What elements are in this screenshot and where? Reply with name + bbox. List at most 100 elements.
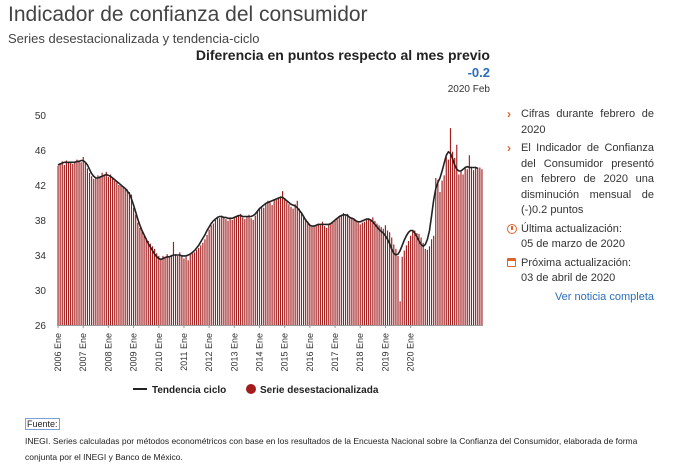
bar: [154, 248, 156, 325]
bar: [456, 144, 458, 325]
y-tick-label: 34: [35, 251, 47, 262]
bar: [399, 301, 401, 325]
bar: [441, 180, 443, 325]
bar: [282, 191, 284, 325]
bar: [334, 220, 336, 325]
bar: [410, 235, 412, 325]
bar: [393, 244, 395, 325]
bar: [424, 248, 426, 325]
bar: [93, 178, 95, 325]
bar: [300, 212, 303, 325]
bar: [397, 255, 399, 325]
bar: [389, 232, 391, 325]
bar: [235, 216, 238, 325]
info-item-figures-text: Cifras durante febrero de 2020: [521, 108, 654, 136]
x-tick-label: 2020 Ene: [406, 333, 416, 372]
bar: [395, 248, 397, 325]
x-tick-label: 2009 Ene: [129, 333, 139, 372]
bar: [219, 218, 221, 325]
bar: [391, 237, 393, 325]
source-label[interactable]: Fuente:: [25, 418, 60, 430]
bar: [454, 157, 456, 325]
x-tick-label: 2006 Ene: [53, 333, 63, 372]
info-item-summary-text: El Indicador de Confianza del Consumidor…: [521, 142, 654, 216]
bar: [128, 192, 130, 325]
bar: [263, 207, 265, 325]
bar: [412, 231, 414, 325]
bar: [179, 252, 181, 325]
bar: [470, 166, 473, 325]
bar: [114, 180, 116, 325]
bar: [103, 174, 105, 325]
bar: [420, 237, 422, 325]
chevron-right-icon: ›: [507, 107, 511, 121]
bar: [168, 257, 170, 325]
bar: [202, 242, 204, 325]
last-update-date: 05 de marzo de 2020: [521, 238, 625, 250]
bar: [302, 215, 305, 325]
bar: [439, 192, 441, 325]
y-tick-label: 50: [35, 111, 47, 122]
bar: [374, 220, 376, 325]
next-update-date: 03 de abril de 2020: [521, 272, 616, 284]
bar: [462, 174, 464, 325]
bar: [181, 255, 183, 325]
bar: [271, 205, 273, 325]
bar: [200, 245, 202, 325]
bar: [405, 245, 407, 325]
bar: [305, 219, 307, 325]
bar: [298, 208, 300, 325]
bar: [307, 221, 309, 325]
bar: [246, 216, 248, 325]
bar: [221, 215, 223, 325]
bar: [422, 242, 424, 325]
bar: [481, 169, 483, 325]
x-tick-label: 2014 Ene: [255, 333, 265, 372]
source-label-text[interactable]: Fuente:: [25, 418, 60, 430]
bar: [261, 206, 263, 325]
bar: [248, 214, 250, 325]
bar: [149, 243, 151, 325]
bar: [86, 168, 89, 325]
x-tick-label: 2015 Ene: [280, 333, 290, 372]
bar: [187, 260, 189, 325]
summary-title: Diferencia en puntos respecto al mes pre…: [195, 47, 490, 63]
bar: [59, 163, 61, 325]
bar: [401, 256, 403, 325]
bar: [403, 250, 405, 325]
bar: [177, 255, 179, 325]
trend-line: [57, 150, 479, 261]
bar: [233, 218, 235, 325]
bar: [172, 241, 175, 325]
bar: [286, 201, 288, 325]
bar: [99, 176, 101, 325]
bar: [166, 254, 168, 325]
bar: [223, 217, 225, 325]
clock-icon: [507, 223, 517, 234]
bar: [210, 225, 212, 325]
bar: [185, 256, 187, 325]
bar: [288, 204, 290, 325]
bar: [227, 220, 229, 325]
bar: [133, 207, 135, 325]
bar: [330, 223, 332, 325]
bar: [451, 151, 454, 325]
bar: [76, 159, 78, 325]
bar: [428, 246, 431, 325]
bar: [164, 256, 166, 325]
bar: [353, 220, 355, 325]
bar: [460, 171, 462, 325]
bar: [208, 229, 210, 325]
calendar-icon: [507, 257, 516, 267]
bar: [355, 220, 357, 325]
bar: [265, 203, 267, 325]
page-subtitle: Series desestacionalizada y tendencia-ci…: [8, 31, 260, 46]
bar: [135, 214, 137, 325]
full-news-link[interactable]: Ver noticia completa: [554, 290, 654, 303]
bar: [237, 215, 240, 325]
bar: [97, 175, 99, 325]
bar: [447, 159, 449, 325]
bar: [275, 199, 277, 325]
bar: [206, 234, 208, 325]
bar: [368, 218, 370, 325]
